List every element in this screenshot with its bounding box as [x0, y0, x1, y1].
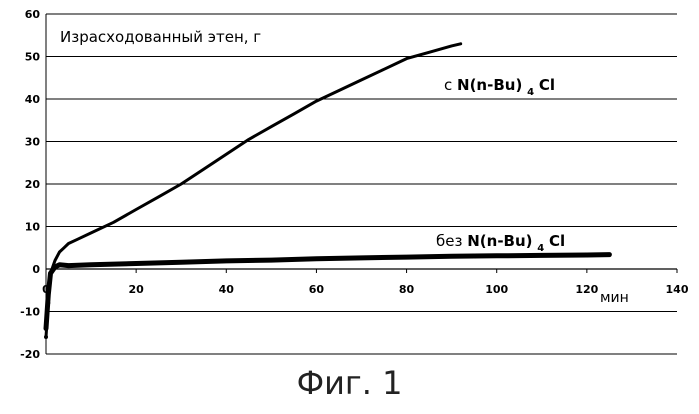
x-tick-label: 80	[399, 283, 415, 296]
x-tick-label: 40	[219, 283, 235, 296]
y-tick-label: -10	[20, 306, 40, 319]
data-point	[44, 327, 48, 331]
y-tick-label: 10	[25, 221, 41, 234]
data-point	[44, 335, 48, 339]
y-tick-label: 40	[25, 93, 41, 106]
series-label-prefix: с	[444, 76, 457, 94]
series-label-prefix: без	[436, 232, 467, 250]
x-tick-label: 100	[485, 283, 508, 296]
series-label-suffix: Cl	[549, 232, 565, 250]
y-tick-label: 30	[25, 136, 41, 149]
x-tick-label: 140	[666, 283, 689, 296]
chart-title: Израсходованный этен, г	[60, 28, 261, 46]
series-label-subscript: 4	[537, 243, 544, 254]
y-tick-label: 60	[25, 8, 41, 21]
data-point	[46, 293, 50, 297]
x-tick-label: 60	[309, 283, 325, 296]
series-label-suffix: Cl	[539, 76, 555, 94]
y-tick-label: -20	[20, 348, 40, 360]
x-tick-label: 120	[575, 283, 598, 296]
data-point	[49, 271, 53, 275]
figure-caption: Фиг. 1	[0, 364, 699, 402]
series-label-subscript: 4	[527, 87, 534, 98]
y-tick-label: 20	[25, 178, 41, 191]
series-label-formula: N(n-Bu)	[457, 76, 522, 94]
series-label-formula: N(n-Bu)	[467, 232, 532, 250]
x-tick-label: 20	[128, 283, 144, 296]
x-axis-label: мин	[600, 290, 629, 306]
y-tick-label: 0	[32, 263, 40, 276]
y-tick-label: 50	[25, 51, 41, 64]
chart-area: -20-100102030405060020406080100120140 Из…	[0, 0, 699, 360]
